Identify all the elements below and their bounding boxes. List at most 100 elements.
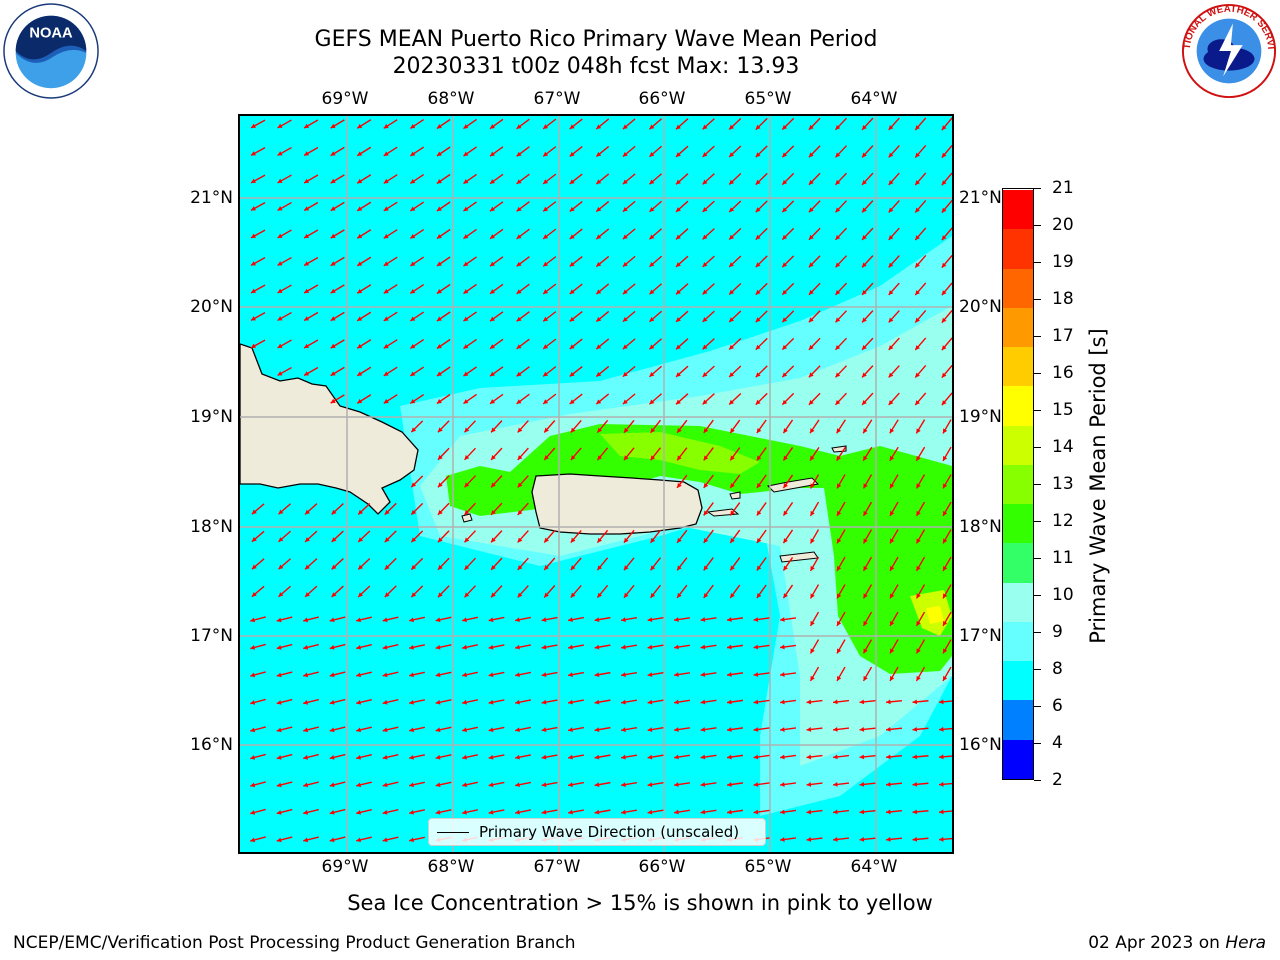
wave-arrow-head (515, 617, 520, 623)
period-zone-12-13 (600, 432, 760, 474)
wave-arrow-head (676, 372, 681, 377)
wave-arrow-head (623, 427, 629, 433)
lat-label-left: 21°N (190, 188, 233, 208)
wave-arrow-head (808, 372, 814, 378)
wave-arrow-head (251, 564, 257, 570)
wave-arrow-head (782, 372, 788, 378)
wave-arrow-head (888, 152, 894, 158)
wave-arrow-head (303, 810, 309, 815)
period-zone-14-15 (926, 606, 944, 624)
wave-arrow-head (941, 207, 947, 213)
wave-arrow-head (517, 537, 523, 543)
wave-arrow-head (594, 754, 600, 760)
wave-arrow-head (676, 289, 681, 295)
wave-arrow-head (357, 123, 363, 129)
wave-arrow-head (677, 427, 682, 433)
wave-arrow-head (727, 809, 732, 815)
wave-arrow-head (383, 206, 389, 211)
wave-arrow-head (464, 509, 470, 515)
wave-arrow-head (753, 727, 759, 732)
colorbar-segment (1003, 660, 1033, 701)
wave-arrow-head (409, 644, 414, 650)
wave-arrow-head (649, 179, 655, 185)
wave-arrow-head (702, 207, 708, 212)
colorbar-segment (1003, 228, 1033, 269)
wave-arrow-head (916, 538, 921, 544)
wave-arrow-head (622, 261, 628, 267)
wave-arrow-head (329, 837, 335, 843)
wave-arrow-head (676, 179, 681, 185)
wave-arrow-head (596, 179, 602, 185)
wave-arrow-head (304, 206, 310, 211)
wave-arrow-head (943, 593, 948, 599)
wave-arrow-head (517, 565, 523, 570)
wave-arrow-head (409, 809, 414, 815)
wave-arrow-head (382, 809, 388, 815)
wave-arrow-head (703, 510, 709, 516)
wave-arrow-head (650, 592, 656, 598)
colorbar-tick-label: 21 (1052, 178, 1074, 198)
wave-arrow-head (835, 234, 841, 240)
wave-arrow-head (596, 371, 602, 377)
wave-arrow-head (463, 124, 469, 129)
wave-arrow-head (358, 509, 364, 515)
wave-arrow-head (488, 727, 494, 733)
wave-arrow-head (569, 151, 575, 157)
wave-arrow-head (890, 620, 895, 626)
wave-arrow-head (676, 344, 681, 350)
map-canvas (240, 116, 952, 852)
wave-arrow-head (541, 644, 547, 650)
wave-arrow-head (276, 782, 282, 788)
wave-arrow-head (727, 754, 732, 760)
wave-arrow-head (890, 483, 895, 489)
wave-arrow-head (594, 617, 600, 622)
wave-arrow-head (621, 699, 626, 705)
wave-arrow-head (516, 261, 522, 267)
wave-arrow-head (490, 124, 495, 129)
wave-arrow-head (435, 644, 441, 650)
wave-arrow-head (410, 398, 416, 404)
wave-arrow-head (411, 564, 417, 570)
wave-arrow-head (703, 427, 709, 433)
lat-label-right: 21°N (959, 188, 1002, 208)
wave-arrow-head (436, 289, 442, 294)
wave-arrow-head (250, 782, 256, 788)
wave-arrow-head (700, 782, 706, 787)
wave-arrow-head (304, 316, 310, 321)
wave-arrow-head (835, 179, 841, 185)
wave-arrow-head (276, 645, 282, 650)
wave-arrow-head (277, 288, 283, 293)
wave-arrow-head (568, 617, 573, 623)
wave-arrow-head (647, 672, 653, 677)
wave-arrow-head (437, 509, 443, 515)
wave-arrow-head (570, 565, 576, 571)
wave-arrow-head (700, 754, 706, 760)
wave-arrow-head (939, 699, 944, 705)
colorbar-tick-label: 9 (1052, 622, 1063, 642)
wave-arrow-head (251, 537, 257, 542)
wave-arrow-head (623, 592, 629, 598)
wave-arrow-head (304, 261, 310, 266)
wave-arrow-head (277, 316, 283, 321)
wave-arrow-head (806, 754, 812, 760)
wave-arrow-head (409, 617, 414, 623)
wave-arrow-head (703, 565, 709, 571)
wave-arrow-head (755, 262, 761, 268)
wave-arrow-head (384, 537, 390, 543)
wave-arrow-head (516, 399, 522, 404)
map-legend: Primary Wave Direction (unscaled) (428, 818, 766, 846)
wave-arrow-head (888, 317, 894, 323)
wave-arrow-head (597, 565, 603, 571)
wave-arrow-head (915, 125, 920, 131)
wave-arrow-head (703, 455, 709, 461)
wave-arrow-head (411, 482, 417, 488)
colorbar-tick (1034, 632, 1041, 633)
wave-arrow-head (331, 537, 337, 542)
wave-arrow-head (647, 727, 653, 732)
colorbar-tick (1034, 410, 1041, 411)
wave-arrow-head (543, 371, 549, 377)
wave-arrow-head (782, 179, 788, 185)
wave-arrow-head (436, 371, 442, 377)
wave-arrow-head (597, 592, 603, 598)
wave-arrow-head (623, 565, 629, 571)
